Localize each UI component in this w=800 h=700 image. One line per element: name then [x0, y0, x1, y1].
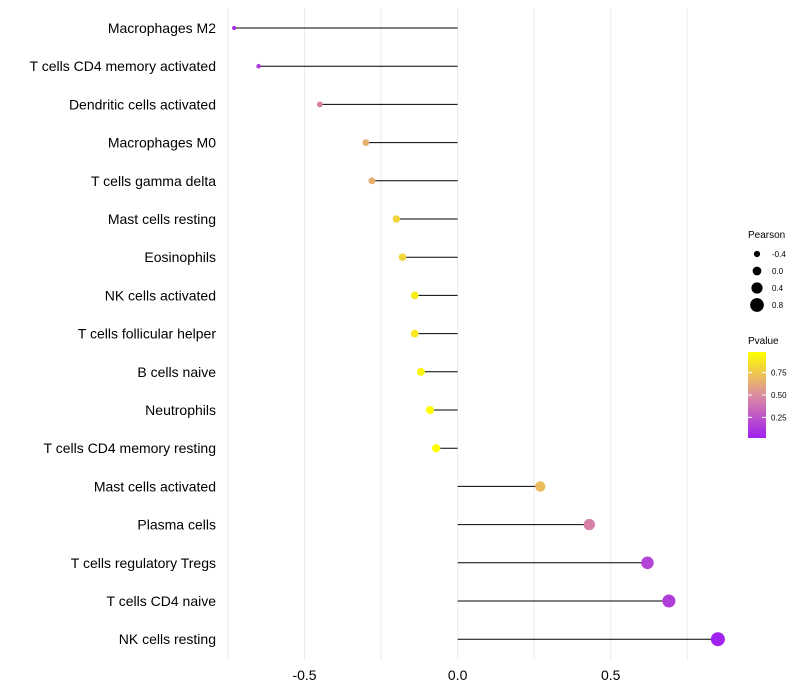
y-tick-label: T cells regulatory Tregs [71, 555, 216, 571]
lollipop-point [710, 632, 725, 647]
y-tick-label: T cells CD4 naive [107, 593, 217, 609]
lollipop-point [256, 63, 261, 69]
lollipop-point [583, 518, 595, 531]
lollipop-point [392, 215, 401, 223]
lollipop-points [232, 25, 725, 647]
colorbar-label: 0.50 [771, 391, 787, 400]
lollipop-point [426, 405, 435, 415]
lollipop-point [368, 177, 376, 185]
y-tick-label: B cells naive [137, 364, 216, 380]
size-legend-key [751, 282, 763, 294]
size-legend-label: -0.4 [772, 250, 786, 259]
size-legend-key [750, 298, 764, 312]
y-tick-label: Mast cells resting [108, 211, 216, 227]
y-tick-label: NK cells activated [105, 287, 216, 303]
lollipop-point [398, 253, 407, 261]
pvalue-legend-title: Pvalue [748, 336, 779, 347]
pearson-legend-title: Pearson [748, 230, 785, 241]
lollipop-point [410, 291, 419, 300]
lollipop-point [432, 444, 441, 453]
y-tick-label: Mast cells activated [94, 478, 216, 494]
y-tick-label: Neutrophils [145, 402, 216, 418]
y-tick-label: Macrophages M2 [108, 20, 216, 36]
colorbar-label: 0.25 [771, 413, 787, 422]
lollipop-point [641, 556, 654, 570]
y-tick-label: Dendritic cells activated [69, 96, 216, 112]
y-tick-label: T cells follicular helper [78, 326, 217, 342]
y-tick-label: NK cells resting [119, 631, 216, 647]
lollipop-point [362, 139, 370, 147]
colorbar-label: 0.75 [771, 369, 787, 378]
x-axis-tick-labels: -0.5 0.0 0.5 [292, 667, 620, 683]
x-tick-label: 0.0 [448, 667, 468, 683]
size-legend-key [753, 250, 761, 258]
pearson-size-legend: Pearson -0.4 0.0 0.4 0.8 [748, 230, 786, 312]
lollipop-point [410, 329, 419, 338]
y-tick-label: T cells CD4 memory resting [44, 440, 216, 456]
pvalue-color-legend: Pvalue 0.75 0.50 0.25 [748, 336, 787, 438]
lollipop-point [232, 25, 237, 31]
y-tick-label: T cells CD4 memory activated [30, 58, 216, 74]
y-axis-tick-labels: Macrophages M2 T cells CD4 memory activat… [30, 20, 217, 647]
size-legend-label: 0.8 [772, 301, 784, 310]
x-tick-label: 0.5 [601, 667, 621, 683]
y-tick-label: Macrophages M0 [108, 135, 216, 151]
lollipop-point [535, 481, 546, 492]
size-legend-label: 0.4 [772, 284, 784, 293]
y-tick-label: Plasma cells [137, 517, 216, 533]
size-legend-key [752, 266, 762, 276]
lollipop-point [662, 594, 676, 608]
lollipop-point [416, 367, 425, 376]
x-tick-label: -0.5 [292, 667, 316, 683]
lollipop-point [316, 101, 323, 108]
lollipop-stems [234, 27, 718, 640]
y-tick-label: Eosinophils [144, 249, 216, 265]
y-tick-label: T cells gamma delta [91, 173, 216, 189]
pvalue-colorbar [748, 352, 766, 438]
size-legend-label: 0.0 [772, 267, 784, 276]
